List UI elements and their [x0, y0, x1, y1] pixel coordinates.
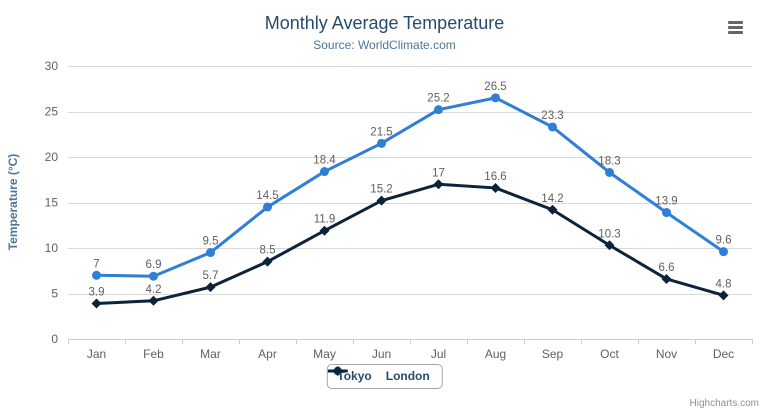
london-point-May[interactable] [319, 225, 330, 236]
tokyo-data-label: 21.5 [370, 126, 392, 138]
y-axis-tick-label: 15 [45, 196, 59, 210]
legend: Tokyo London [326, 364, 443, 389]
y-axis-tick-label: 5 [51, 287, 58, 301]
tokyo-data-label: 13.9 [655, 196, 677, 208]
london-point-Apr[interactable] [262, 256, 273, 267]
london-point-Nov[interactable] [661, 273, 672, 284]
london-data-label: 8.5 [260, 245, 276, 257]
tokyo-data-label: 23.3 [541, 110, 563, 122]
y-axis-tick-label: 0 [51, 332, 58, 346]
london-series-line[interactable] [95, 182, 725, 306]
london-legend-symbol [327, 366, 348, 376]
x-axis-category-label: Feb [143, 347, 164, 361]
y-axis-title: Temperature (°C) [6, 153, 20, 251]
london-point-Jul[interactable] [433, 179, 444, 190]
x-axis-category-label: Sep [542, 347, 564, 361]
y-axis-tick-label: 20 [45, 150, 59, 164]
london-point-Oct[interactable] [604, 240, 615, 251]
london-data-label: 6.6 [659, 262, 675, 274]
tokyo-point-Mar[interactable] [206, 248, 215, 258]
london-point-Sep[interactable] [547, 204, 558, 215]
x-axis-category-label: Jan [87, 347, 106, 361]
tokyo-point-Nov[interactable] [662, 208, 671, 218]
tokyo-point-Apr[interactable] [263, 202, 272, 212]
tokyo-data-label: 7 [93, 258, 99, 270]
hamburger-icon [728, 25, 743, 29]
london-data-label: 11.9 [314, 214, 336, 226]
tokyo-point-Dec[interactable] [719, 247, 728, 257]
legend-label-london: London [385, 369, 430, 383]
x-axis-category-label: Oct [600, 347, 619, 361]
x-axis-category-label: Jun [372, 347, 391, 361]
london-data-label: 10.3 [598, 228, 620, 240]
london-point-Aug[interactable] [490, 182, 501, 193]
tokyo-series-line[interactable] [95, 96, 725, 278]
london-point-Dec[interactable] [718, 290, 729, 301]
tokyo-data-label: 18.3 [598, 155, 620, 167]
london-data-label: 14.2 [541, 193, 563, 205]
tokyo-data-label: 6.9 [146, 259, 162, 271]
london-data-label: 17 [432, 167, 445, 179]
legend-item-london[interactable]: London [327, 366, 430, 383]
x-axis-category-label: Dec [713, 347, 734, 361]
tokyo-point-Sep[interactable] [548, 122, 557, 132]
tokyo-point-Jan[interactable] [92, 270, 101, 280]
london-point-Mar[interactable] [205, 282, 216, 293]
tokyo-data-label: 25.2 [427, 93, 449, 105]
y-axis-tick-label: 30 [45, 59, 59, 73]
tokyo-point-Oct[interactable] [605, 167, 614, 177]
london-data-label: 3.9 [89, 287, 105, 299]
x-axis-category-label: Nov [656, 347, 677, 361]
context-menu-button[interactable] [726, 17, 750, 37]
london-data-label: 15.2 [370, 184, 392, 196]
tokyo-point-Aug[interactable] [491, 93, 500, 103]
tokyo-data-label: 18.4 [313, 155, 336, 167]
y-axis-tick-label: 25 [45, 105, 59, 119]
chart-subtitle: Source: WorldClimate.com [313, 38, 456, 52]
tokyo-point-May[interactable] [320, 167, 329, 177]
y-axis-tick-label: 10 [45, 241, 59, 255]
x-axis-category-label: May [313, 347, 336, 361]
tokyo-data-label: 9.5 [203, 236, 219, 248]
x-axis-category-label: Jul [431, 347, 446, 361]
london-data-label: 4.8 [716, 278, 732, 290]
london-point-Feb[interactable] [148, 295, 159, 306]
london-data-label: 4.2 [146, 284, 162, 296]
x-axis-category-label: Mar [200, 347, 221, 361]
london-data-label: 16.6 [484, 171, 506, 183]
x-axis-category-label: Apr [258, 347, 277, 361]
london-point-Jan[interactable] [91, 298, 102, 309]
hamburger-icon [728, 20, 743, 24]
london-data-label: 5.7 [203, 270, 219, 282]
tokyo-data-label: 14.5 [256, 190, 278, 202]
london-point-Jun[interactable] [376, 195, 387, 206]
tokyo-point-Jul[interactable] [434, 105, 443, 115]
hamburger-icon [728, 30, 743, 34]
tokyo-data-label: 9.6 [716, 235, 732, 247]
x-axis-category-label: Aug [485, 347, 506, 361]
tokyo-data-label: 26.5 [484, 81, 506, 93]
tokyo-point-Feb[interactable] [149, 271, 158, 281]
credits-link[interactable]: Highcharts.com [689, 398, 759, 409]
chart-title: Monthly Average Temperature [264, 13, 505, 33]
tokyo-point-Jun[interactable] [377, 138, 386, 148]
